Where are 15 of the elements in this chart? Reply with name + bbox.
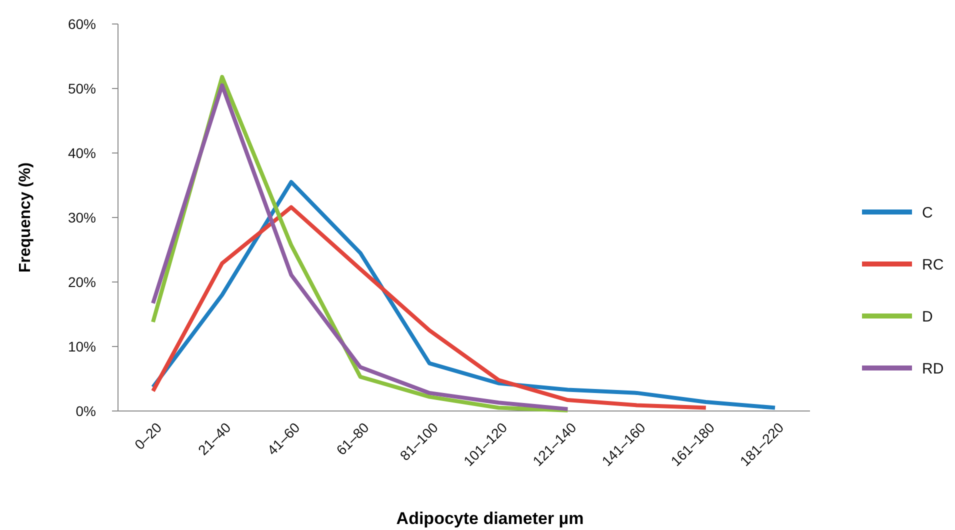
y-axis-title: Frequency (%) [17, 162, 34, 273]
y-tick-label: 60% [68, 16, 96, 32]
y-tick-label: 0% [76, 402, 96, 419]
y-tick-label: 40% [68, 144, 96, 161]
line-series [151, 205, 708, 410]
y-tick-label: 20% [68, 274, 96, 290]
line-series [151, 180, 777, 410]
x-axis-title: Adipocyte diameter µm [396, 509, 584, 528]
legend-label: C [922, 204, 933, 222]
legend-label: RC [922, 256, 944, 274]
legend-label: RD [922, 360, 944, 378]
y-tick-label: 30% [68, 209, 96, 226]
y-tick-label: 50% [68, 80, 96, 96]
legend-label: D [922, 308, 933, 326]
y-tick-label: 10% [68, 338, 96, 354]
